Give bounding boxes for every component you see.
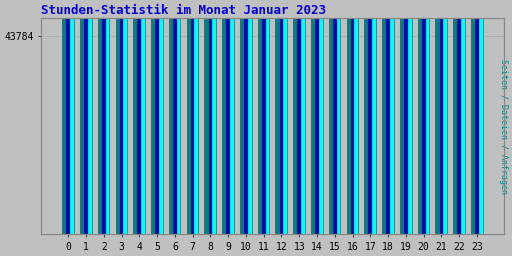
- Bar: [471, 0, 479, 234]
- Bar: [369, 0, 372, 234]
- Bar: [351, 0, 354, 234]
- Bar: [120, 0, 123, 234]
- Bar: [208, 0, 212, 234]
- Bar: [116, 0, 123, 234]
- Bar: [222, 0, 230, 234]
- Bar: [173, 0, 177, 234]
- Bar: [351, 0, 358, 234]
- Bar: [209, 0, 216, 234]
- Bar: [67, 0, 70, 234]
- Bar: [155, 0, 159, 234]
- Y-axis label: Seiten / Dateien / Anfragen: Seiten / Dateien / Anfragen: [499, 59, 508, 194]
- Bar: [62, 0, 70, 234]
- Bar: [204, 0, 212, 234]
- Bar: [475, 0, 479, 234]
- Bar: [174, 0, 181, 234]
- Bar: [120, 0, 127, 234]
- Bar: [245, 0, 251, 234]
- Bar: [186, 0, 195, 234]
- Bar: [365, 0, 372, 234]
- Text: Stunden-Statistik im Monat Januar 2023: Stunden-Statistik im Monat Januar 2023: [41, 4, 326, 17]
- Bar: [280, 0, 283, 234]
- Bar: [404, 0, 408, 234]
- Bar: [418, 0, 425, 234]
- Bar: [476, 0, 483, 234]
- Bar: [333, 0, 337, 234]
- Bar: [226, 0, 230, 234]
- Bar: [67, 0, 74, 234]
- Bar: [280, 0, 287, 234]
- Bar: [138, 0, 145, 234]
- Bar: [151, 0, 159, 234]
- Bar: [453, 0, 461, 234]
- Bar: [315, 0, 323, 234]
- Bar: [80, 0, 88, 234]
- Bar: [133, 0, 141, 234]
- Bar: [329, 0, 337, 234]
- Bar: [315, 0, 319, 234]
- Bar: [84, 0, 92, 234]
- Bar: [440, 0, 443, 234]
- Bar: [387, 0, 394, 234]
- Bar: [422, 0, 425, 234]
- Bar: [262, 0, 266, 234]
- Bar: [347, 0, 354, 234]
- Bar: [333, 0, 340, 234]
- Bar: [422, 0, 430, 234]
- Bar: [102, 0, 105, 234]
- Bar: [102, 0, 110, 234]
- Bar: [458, 0, 465, 234]
- Bar: [404, 0, 412, 234]
- Bar: [98, 0, 105, 234]
- Bar: [244, 0, 248, 234]
- Bar: [156, 0, 163, 234]
- Bar: [191, 0, 198, 234]
- Bar: [84, 0, 88, 234]
- Bar: [297, 0, 301, 234]
- Bar: [293, 0, 301, 234]
- Bar: [311, 0, 319, 234]
- Bar: [440, 0, 447, 234]
- Bar: [275, 0, 283, 234]
- Bar: [457, 0, 461, 234]
- Bar: [400, 0, 408, 234]
- Bar: [191, 0, 195, 234]
- Bar: [435, 0, 443, 234]
- Bar: [298, 0, 305, 234]
- Bar: [386, 0, 390, 234]
- Bar: [137, 0, 141, 234]
- Bar: [227, 0, 234, 234]
- Bar: [382, 0, 390, 234]
- Bar: [369, 0, 376, 234]
- Bar: [258, 0, 266, 234]
- Bar: [169, 0, 177, 234]
- Bar: [262, 0, 269, 234]
- Bar: [240, 0, 248, 234]
